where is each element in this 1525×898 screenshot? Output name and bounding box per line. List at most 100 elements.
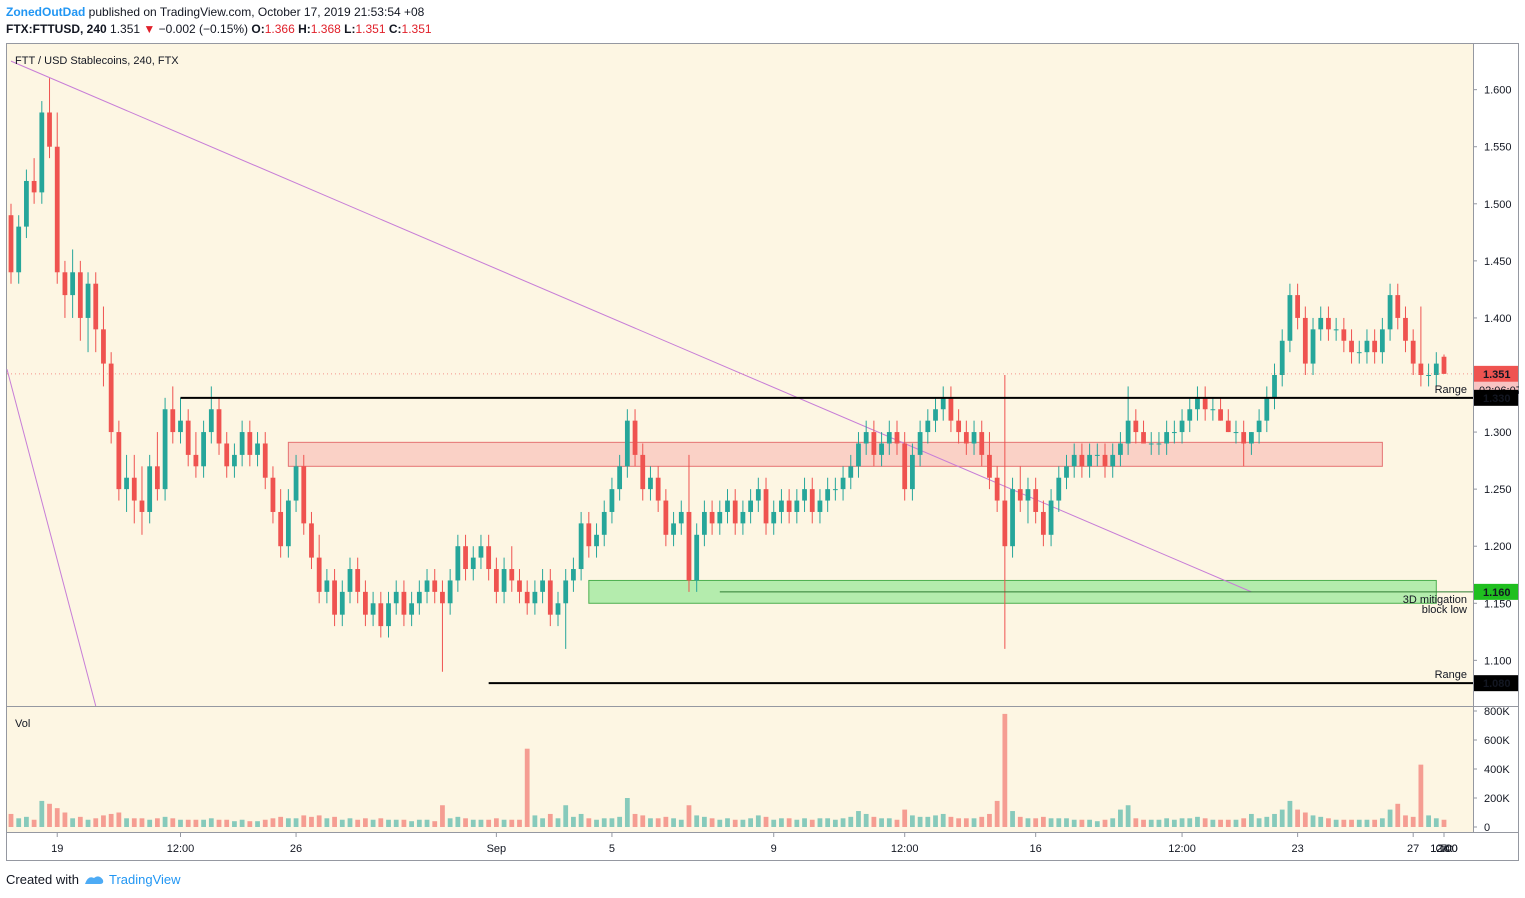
symbol-label: FTX:FTTUSD, 240 <box>6 22 107 36</box>
candle-body <box>293 466 299 501</box>
author-link[interactable]: ZonedOutDad <box>6 5 86 19</box>
candle-body <box>208 409 214 433</box>
volume-bar <box>1040 816 1046 827</box>
candle-body <box>301 466 307 524</box>
candle-body <box>224 443 230 467</box>
price-chart[interactable]: 1.6001.5501.5001.4501.4001.3501.3001.250… <box>6 43 1519 861</box>
candle-body <box>809 489 815 512</box>
volume-bar <box>1279 809 1285 827</box>
volume-bar <box>208 818 214 827</box>
time-tick-label: 9 <box>771 843 777 855</box>
time-tick-label: 12:00 <box>891 843 919 855</box>
candle-body <box>185 420 191 455</box>
range-low-badge-box <box>1474 675 1518 692</box>
volume-bar <box>193 819 199 827</box>
candle-body <box>154 466 160 490</box>
candle-body <box>1372 340 1378 353</box>
candle-body <box>1025 489 1031 501</box>
candle-body <box>116 432 122 490</box>
candle-body <box>8 215 14 273</box>
candle-body <box>108 363 114 433</box>
candle-body <box>532 591 538 604</box>
volume-bar <box>1133 818 1139 827</box>
volume-bar <box>1025 818 1031 827</box>
last-price: 1.351 <box>110 22 141 36</box>
candle-body <box>863 432 869 444</box>
volume-bar <box>902 809 908 827</box>
volume-bar <box>1341 819 1347 827</box>
candle-body <box>1410 340 1416 364</box>
volume-bar <box>987 813 992 827</box>
candle-body <box>1379 329 1385 353</box>
mitigation-badge: 1.160 <box>1483 587 1511 599</box>
candle-body <box>563 580 569 604</box>
candle-body <box>285 500 291 547</box>
candle-body <box>1202 397 1208 410</box>
candle-body <box>85 283 91 318</box>
volume-bar <box>493 818 499 827</box>
candle-body <box>755 489 761 501</box>
open-value: 1.366 <box>264 22 295 36</box>
volume-bar <box>1148 819 1154 827</box>
volume-bar <box>262 819 268 827</box>
volume-bar <box>771 819 777 827</box>
candle-body <box>740 511 746 524</box>
volume-bar <box>185 819 191 827</box>
time-tick-label: 7 <box>1441 843 1447 855</box>
volume-bar <box>555 818 561 827</box>
candle-body <box>1164 432 1170 444</box>
candle-body <box>1179 420 1185 433</box>
volume-bar <box>740 819 746 827</box>
candle-body <box>655 477 661 501</box>
candle-body <box>386 603 391 627</box>
volume-bar <box>1125 805 1131 827</box>
volume-bar <box>594 819 599 827</box>
candle-body <box>1094 454 1100 456</box>
candle-body <box>1272 375 1277 398</box>
candle-body <box>324 580 330 592</box>
candle-body <box>424 580 430 592</box>
candle-body <box>825 489 831 501</box>
volume-tick-label: 600K <box>1484 735 1510 747</box>
volume-bar <box>655 818 661 827</box>
volume-bar <box>578 813 584 827</box>
candle-body <box>486 546 492 570</box>
volume-bar <box>1218 819 1223 827</box>
volume-bar <box>370 819 376 827</box>
low-label: L: <box>344 22 356 36</box>
volume-bar <box>1187 818 1193 827</box>
price-pane-background <box>7 44 1473 706</box>
candle-body <box>1395 295 1401 318</box>
candle-body <box>940 397 946 410</box>
volume-bar <box>1287 800 1293 827</box>
volume-bar <box>178 819 183 827</box>
price-tick-label: 1.500 <box>1484 199 1512 211</box>
high-label: H: <box>298 22 311 36</box>
candle-body <box>586 523 592 547</box>
candle-body <box>886 432 892 444</box>
candle-body <box>540 580 545 592</box>
candle-body <box>971 432 977 444</box>
range-level-label: Range <box>1435 384 1467 396</box>
volume-bar <box>1256 818 1262 827</box>
candle-body <box>1056 477 1062 501</box>
volume-bar <box>247 821 253 827</box>
volume-bar <box>201 819 206 827</box>
volume-bar <box>671 818 676 827</box>
candle-body <box>39 112 45 193</box>
volume-bar <box>886 818 892 827</box>
volume-bar <box>1372 819 1378 827</box>
volume-bar <box>1202 818 1208 827</box>
volume-bar <box>547 813 553 827</box>
volume-tick-label: 200K <box>1484 793 1510 805</box>
tradingview-brand[interactable]: TradingView <box>108 872 181 887</box>
volume-bar <box>470 819 476 827</box>
volume-bar <box>416 819 422 827</box>
volume-bar <box>601 818 607 827</box>
volume-bar <box>832 819 838 827</box>
candle-body <box>709 511 715 524</box>
volume-bar <box>1056 818 1062 827</box>
candle-body <box>1102 454 1108 467</box>
candle-body <box>440 591 445 604</box>
candle-body <box>1110 454 1116 467</box>
